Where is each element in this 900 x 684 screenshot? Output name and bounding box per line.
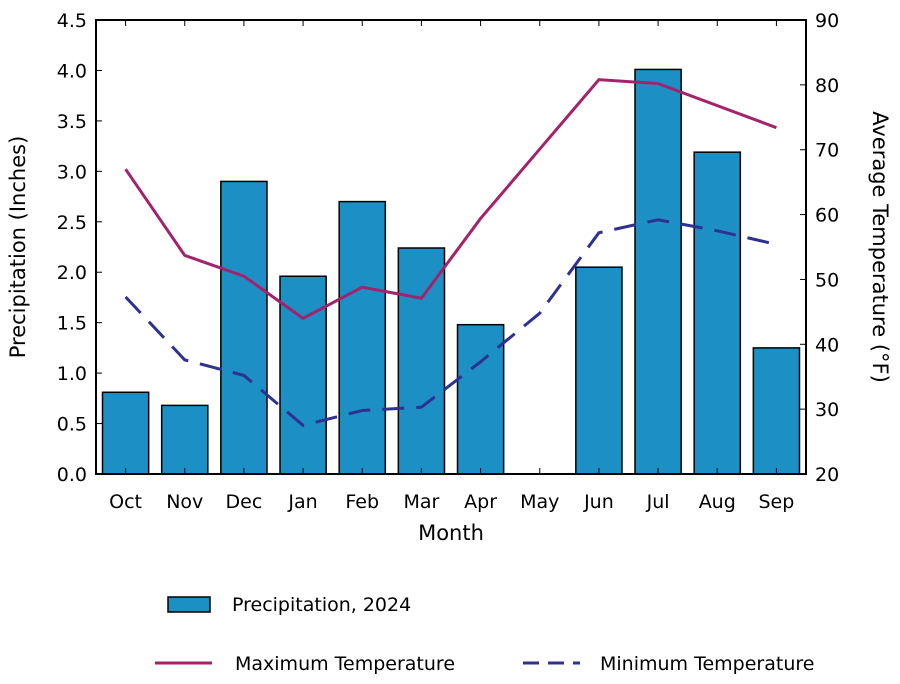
y2-tick-label: 30: [815, 399, 839, 421]
y2-tick-label: 80: [815, 75, 839, 97]
y2-tick-label: 40: [815, 334, 839, 356]
y-tick-label: 2.5: [57, 212, 87, 234]
legend-swatch-precipitation: [167, 596, 211, 613]
y2-tick-label: 90: [815, 10, 839, 32]
legend: Precipitation, 2024 Maximum Temperature …: [155, 594, 814, 675]
x-axis-label: Month: [418, 521, 484, 545]
y-tick-label: 4.5: [57, 10, 87, 32]
plot-frame: [95, 19, 807, 475]
bar-aug: [693, 151, 742, 475]
x-tick-label: Jun: [583, 491, 614, 513]
line-minimum-temperature: [124, 218, 777, 427]
x-tick-label: Oct: [109, 491, 142, 513]
y-tick-label: 1.5: [57, 313, 87, 335]
x-tick-label: Nov: [166, 491, 203, 513]
bar-sep: [752, 347, 801, 475]
x-tick-label: Sep: [759, 491, 795, 513]
y-tick-label: 3.0: [57, 161, 87, 183]
bar-jul: [634, 68, 682, 475]
y2-tick-label: 60: [815, 205, 839, 227]
y-tick-label: 2.0: [57, 262, 87, 284]
y-tick-label: 0.0: [57, 464, 87, 486]
y2-tick-label: 70: [815, 140, 839, 162]
y2-tick-label: 20: [815, 464, 839, 486]
bar-mar: [397, 247, 446, 475]
y-tick-label: 0.5: [57, 414, 87, 436]
bar-nov: [160, 404, 209, 475]
x-tick-label: Dec: [226, 491, 263, 513]
y-tick-label: 3.5: [57, 111, 87, 133]
x-tick-label: May: [520, 491, 559, 513]
legend-label-precipitation: Precipitation, 2024: [232, 594, 411, 616]
legend-label-max-temp: Maximum Temperature: [235, 653, 455, 675]
bar-oct: [101, 391, 150, 475]
y-tick-label: 4.0: [57, 60, 87, 82]
x-tick-label: Apr: [464, 491, 497, 513]
x-tick-label: Jul: [646, 491, 670, 513]
y-axis-label: Precipitation (Inches): [6, 136, 30, 359]
x-tick-label: Mar: [403, 491, 439, 513]
legend-label-min-temp: Minimum Temperature: [600, 653, 814, 675]
x-tick-label: Feb: [345, 491, 379, 513]
y-tick-label: 1.0: [57, 363, 87, 385]
line-maximum-temperature: [124, 78, 777, 321]
x-tick-label: Jan: [287, 491, 317, 513]
y2-axis-label: Average Temperature (°F): [868, 111, 892, 383]
bar-dec: [220, 180, 268, 475]
bar-jun: [575, 266, 623, 475]
y2-tick-label: 50: [815, 269, 839, 291]
bar-apr: [456, 323, 505, 475]
bar-feb: [338, 200, 387, 475]
x-tick-label: Aug: [699, 491, 736, 513]
